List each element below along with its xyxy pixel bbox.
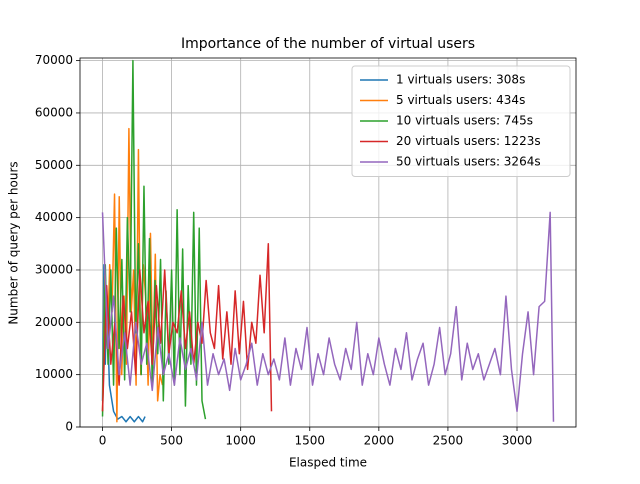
x-tick-label: 2000	[364, 434, 395, 448]
y-axis-label: Number of query per hours	[7, 161, 21, 324]
y-tick-label: 20000	[35, 315, 73, 329]
series-line	[101, 243, 273, 412]
x-tick-label: 0	[99, 434, 107, 448]
x-tick-label: 1500	[294, 434, 325, 448]
y-tick-label: 70000	[35, 53, 73, 67]
chart-title: Importance of the number of virtual user…	[181, 36, 475, 52]
axes-frame	[79, 57, 577, 428]
x-tick-label: 3000	[502, 434, 533, 448]
x-tick-label: 1000	[225, 434, 256, 448]
x-tick-label: 500	[160, 434, 183, 448]
legend-label: 50 virtuals users: 3264s	[396, 155, 541, 169]
legend-box	[351, 65, 571, 177]
y-tick-label: 60000	[35, 105, 73, 119]
plot-area	[101, 59, 555, 423]
legend-label: 10 virtuals users: 745s	[396, 114, 533, 128]
y-tick-label: 30000	[35, 262, 73, 276]
legend-label: 5 virtuals users: 434s	[396, 93, 525, 107]
legend-label: 20 virtuals users: 1223s	[396, 134, 541, 148]
legend: 1 virtuals users: 308s 5 virtuals users: …	[351, 65, 571, 177]
y-tick-label: 40000	[35, 210, 73, 224]
y-tick-label: 50000	[35, 158, 73, 172]
series-line	[101, 263, 146, 423]
y-tick-label: 0	[65, 420, 73, 434]
y-tick-label: 10000	[35, 367, 73, 381]
series-line	[101, 211, 555, 422]
x-tick-label: 2500	[433, 434, 464, 448]
series-line	[101, 127, 164, 423]
legend-label: 1 virtuals users: 308s	[396, 73, 525, 87]
x-axis-label: Elasped time	[289, 456, 367, 470]
